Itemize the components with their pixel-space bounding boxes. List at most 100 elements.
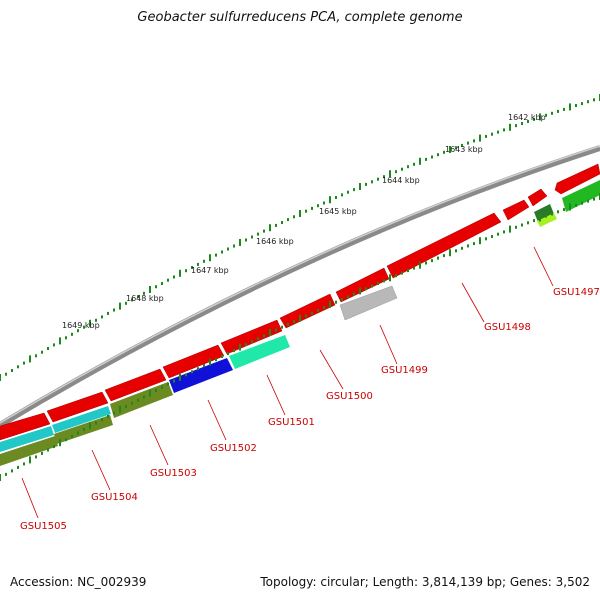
scale-tick [527,221,529,225]
kbp-label: 1647 kbp [191,266,229,275]
scale-tick [359,183,361,190]
scale-tick [395,274,397,278]
scale-tick [335,300,337,304]
gene-arrow-GSU1497[interactable] [554,163,600,195]
scale-tick [353,292,355,296]
gene-label[interactable]: GSU1500 [326,391,373,402]
scale-tick [587,100,589,104]
backbone-highlight [0,145,600,424]
scale-tick [155,285,157,289]
scale-tick [173,379,175,383]
scale-tick [155,389,157,392]
scale-tick [5,472,7,476]
scale-tick [0,474,1,481]
scale-tick [53,445,55,449]
scale-tick [563,208,565,212]
gene-arrow-small-2[interactable] [502,199,530,221]
gene-arrow-GSU1498[interactable] [386,212,502,279]
scale-tick [329,196,331,204]
scale-tick [551,212,553,216]
scale-tick [455,249,457,253]
gene-label[interactable]: GSU1499 [381,365,428,376]
scale-tick [35,455,37,459]
scale-tick [401,167,403,171]
scale-tick [275,328,277,332]
scale-tick [209,358,211,366]
scale-tick [215,358,217,362]
scale-tick [503,230,505,234]
scale-tick [371,180,373,184]
scale-tick [149,389,151,397]
gene-arrow-GSU1505[interactable] [0,412,51,441]
scale-tick [113,308,115,312]
scale-tick [179,373,181,381]
scale-tick [77,329,79,333]
leader-GSU1501 [266,374,286,416]
scale-tick [137,295,139,299]
scale-tick [293,215,295,219]
scale-tick [77,431,79,435]
scale-tick [581,102,583,106]
scale-tick [341,193,343,197]
scale-tick [221,355,223,358]
scale-tick [593,98,595,102]
leader-GSU1502 [207,399,227,441]
scale-tick [89,422,91,430]
inner-scale [0,193,600,481]
scale-tick [299,314,301,322]
scale-tick [473,139,475,143]
gene-arrow-small-1[interactable] [527,188,548,207]
scale-tick [29,456,31,464]
scale-tick [59,439,61,447]
gene-arrow-GSU1502[interactable] [162,344,225,379]
scale-tick [509,123,511,131]
scale-tick [497,130,499,134]
scale-tick [167,278,169,282]
scale-tick [515,124,517,128]
band-cyan [52,406,111,433]
scale-tick [485,237,487,241]
scale-tick [263,229,265,233]
scale-tick [569,103,571,111]
scale-tick [251,235,253,239]
band-cyan-2 [0,426,54,452]
scale-tick [281,221,283,224]
scale-tick [521,122,523,125]
gene-label[interactable]: GSU1503 [150,468,197,479]
scale-tick [35,354,37,358]
gene-label[interactable]: GSU1505 [20,521,67,532]
scale-tick [131,401,133,405]
cog-bands [0,180,600,466]
leader-GSU1505 [21,477,39,519]
scale-tick [269,224,271,232]
gene-label[interactable]: GSU1504 [91,492,138,503]
scale-tick [491,235,493,238]
scale-tick [0,374,1,381]
scale-tick [395,170,397,174]
scale-tick [191,370,193,374]
scale-tick [305,209,307,213]
scale-tick [239,239,241,246]
scale-tick [107,311,109,315]
scale-tick [89,319,91,327]
scale-tick [227,247,229,251]
genome-summary-text: Topology: circular; Length: 3,814,139 bp… [260,575,590,589]
genome-backbone [0,145,600,428]
leader-lines [21,246,554,519]
gene-label[interactable]: GSU1498 [484,322,531,333]
scale-tick [353,188,355,192]
gene-label[interactable]: GSU1502 [210,443,257,454]
scale-tick [443,254,445,258]
scale-tick [131,298,133,302]
gene-arrow-GSU1501[interactable] [220,319,283,355]
gene-arrow-GSU1503[interactable] [104,368,167,402]
gene-label[interactable]: GSU1501 [268,417,315,428]
gene-arrow-GSU1504[interactable] [46,391,109,423]
leader-GSU1497 [533,246,554,287]
scale-tick [29,355,31,363]
gene-arrow-GSU1500[interactable] [279,293,336,329]
scale-tick [575,104,577,107]
gene-label[interactable]: GSU1497 [553,287,600,298]
scale-tick [11,469,13,473]
